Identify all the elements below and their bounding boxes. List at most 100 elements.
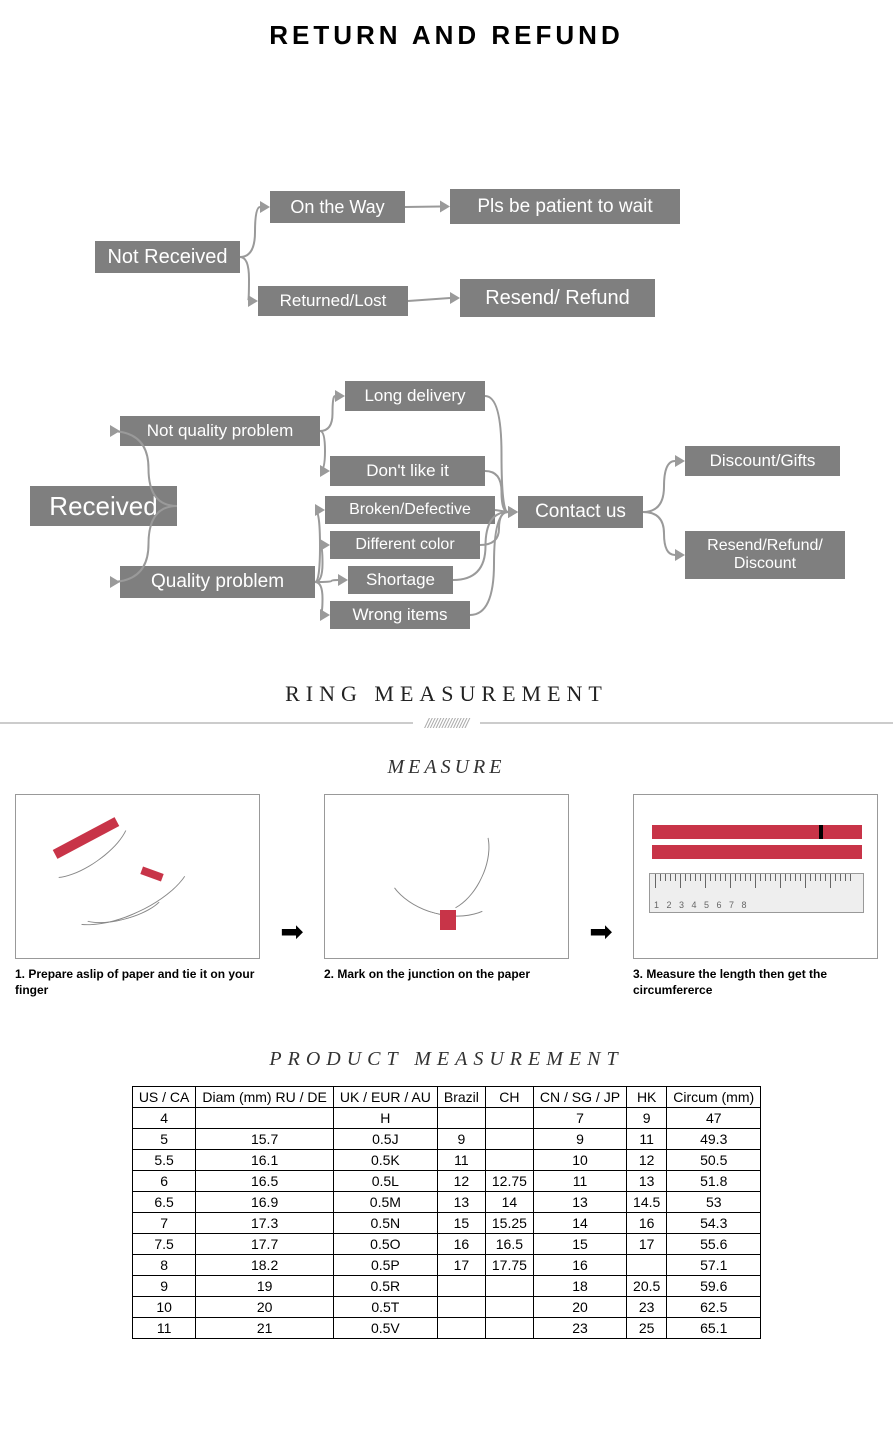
flow-node-contact: Contact us xyxy=(518,496,643,528)
table-cell: 20 xyxy=(196,1297,333,1318)
table-header-cell: Diam (mm) RU / DE xyxy=(196,1087,333,1108)
measure-step-2: 2. Mark on the junction on the paper xyxy=(324,794,569,983)
table-row: 4 H 7947 xyxy=(132,1108,760,1129)
table-cell: 65.1 xyxy=(667,1318,761,1339)
measure-step-1: 1. Prepare aslip of paper and tie it on … xyxy=(15,794,260,998)
table-cell xyxy=(627,1255,667,1276)
table-cell xyxy=(485,1276,533,1297)
product-measurement-title: PRODUCT MEASUREMENT xyxy=(0,1048,893,1071)
table-cell: H xyxy=(333,1108,437,1129)
table-cell xyxy=(485,1297,533,1318)
table-cell: 16.5 xyxy=(485,1234,533,1255)
flow-node-on_the_way: On the Way xyxy=(270,191,405,223)
return-refund-title: RETURN AND REFUND xyxy=(0,0,893,71)
table-cell: 23 xyxy=(533,1318,626,1339)
flow-node-resend_refund_disc: Resend/Refund/ Discount xyxy=(685,531,845,579)
table-cell: 51.8 xyxy=(667,1171,761,1192)
table-cell: 0.5T xyxy=(333,1297,437,1318)
table-cell: 10 xyxy=(132,1297,196,1318)
table-cell: 14 xyxy=(533,1213,626,1234)
table-cell: 10 xyxy=(533,1150,626,1171)
table-cell: 0.5M xyxy=(333,1192,437,1213)
table-cell: 12 xyxy=(437,1171,485,1192)
table-cell: 0.5N xyxy=(333,1213,437,1234)
table-cell: 53 xyxy=(667,1192,761,1213)
flow-node-quality: Quality problem xyxy=(120,566,315,598)
flow-node-discount_gifts: Discount/Gifts xyxy=(685,446,840,476)
table-cell: 15 xyxy=(437,1213,485,1234)
table-cell: 14 xyxy=(485,1192,533,1213)
table-header-cell: HK xyxy=(627,1087,667,1108)
ring-measurement-heading: RING MEASUREMENT /////////////// xyxy=(0,681,893,731)
table-row: 9190.5R1820.559.6 xyxy=(132,1276,760,1297)
table-cell: 9 xyxy=(533,1129,626,1150)
table-row: 7.517.70.5O1616.5151755.6 xyxy=(132,1234,760,1255)
table-cell xyxy=(437,1276,485,1297)
measure-step-1-image xyxy=(15,794,260,959)
table-cell: 59.6 xyxy=(667,1276,761,1297)
table-cell: 0.5V xyxy=(333,1318,437,1339)
table-cell: 15.7 xyxy=(196,1129,333,1150)
ring-measurement-title: RING MEASUREMENT xyxy=(0,681,893,707)
table-cell: 0.5R xyxy=(333,1276,437,1297)
table-cell: 5 xyxy=(132,1129,196,1150)
table-cell xyxy=(485,1129,533,1150)
table-cell: 11 xyxy=(132,1318,196,1339)
table-cell: 12 xyxy=(627,1150,667,1171)
measure-steps-row: 1. Prepare aslip of paper and tie it on … xyxy=(0,794,893,998)
flow-node-long_delivery: Long delivery xyxy=(345,381,485,411)
flow-node-not_quality: Not quality problem xyxy=(120,416,320,446)
measure-step-1-caption: 1. Prepare aslip of paper and tie it on … xyxy=(15,967,260,998)
table-cell: 50.5 xyxy=(667,1150,761,1171)
table-cell: 23 xyxy=(627,1297,667,1318)
flow-node-received: Received xyxy=(30,486,177,526)
table-cell: 0.5P xyxy=(333,1255,437,1276)
table-cell: 0.5O xyxy=(333,1234,437,1255)
table-cell: 16 xyxy=(627,1213,667,1234)
table-header-cell: Brazil xyxy=(437,1087,485,1108)
table-cell: 6.5 xyxy=(132,1192,196,1213)
table-cell: 9 xyxy=(627,1108,667,1129)
table-cell: 11 xyxy=(533,1171,626,1192)
table-cell: 16 xyxy=(533,1255,626,1276)
flow-node-diff_color: Different color xyxy=(330,531,480,559)
flow-node-wrong: Wrong items xyxy=(330,601,470,629)
table-cell: 15.25 xyxy=(485,1213,533,1234)
table-cell: 9 xyxy=(437,1129,485,1150)
table-cell: 0.5J xyxy=(333,1129,437,1150)
table-cell: 8 xyxy=(132,1255,196,1276)
table-cell xyxy=(437,1108,485,1129)
flow-node-resend_refund: Resend/ Refund xyxy=(460,279,655,317)
table-row: 515.70.5J991149.3 xyxy=(132,1129,760,1150)
table-cell: 16.9 xyxy=(196,1192,333,1213)
table-cell: 17 xyxy=(437,1255,485,1276)
divider-line-left xyxy=(0,722,413,724)
measure-step-3-caption: 3. Measure the length then get the circu… xyxy=(633,967,878,998)
table-row: 818.20.5P1717.751657.1 xyxy=(132,1255,760,1276)
table-cell: 62.5 xyxy=(667,1297,761,1318)
table-cell: 7 xyxy=(533,1108,626,1129)
table-row: 10200.5T202362.5 xyxy=(132,1297,760,1318)
return-refund-flowchart: Not ReceivedOn the WayPls be patient to … xyxy=(0,71,893,651)
table-cell: 16.1 xyxy=(196,1150,333,1171)
table-cell xyxy=(485,1150,533,1171)
table-cell: 4 xyxy=(132,1108,196,1129)
table-cell: 54.3 xyxy=(667,1213,761,1234)
measure-subtitle: MEASURE xyxy=(0,756,893,779)
table-cell: 16.5 xyxy=(196,1171,333,1192)
table-cell: 20.5 xyxy=(627,1276,667,1297)
table-cell: 11 xyxy=(627,1129,667,1150)
table-cell: 0.5L xyxy=(333,1171,437,1192)
table-cell xyxy=(437,1297,485,1318)
table-row: 11210.5V232565.1 xyxy=(132,1318,760,1339)
table-cell: 18 xyxy=(533,1276,626,1297)
table-cell: 17.7 xyxy=(196,1234,333,1255)
table-row: 5.516.10.5K11101250.5 xyxy=(132,1150,760,1171)
table-cell: 49.3 xyxy=(667,1129,761,1150)
table-cell: 47 xyxy=(667,1108,761,1129)
flow-node-returned_lost: Returned/Lost xyxy=(258,286,408,316)
measure-step-2-image xyxy=(324,794,569,959)
size-conversion-table: US / CADiam (mm) RU / DEUK / EUR / AUBra… xyxy=(132,1086,761,1339)
table-cell: 9 xyxy=(132,1276,196,1297)
flow-node-not_received: Not Received xyxy=(95,241,240,273)
